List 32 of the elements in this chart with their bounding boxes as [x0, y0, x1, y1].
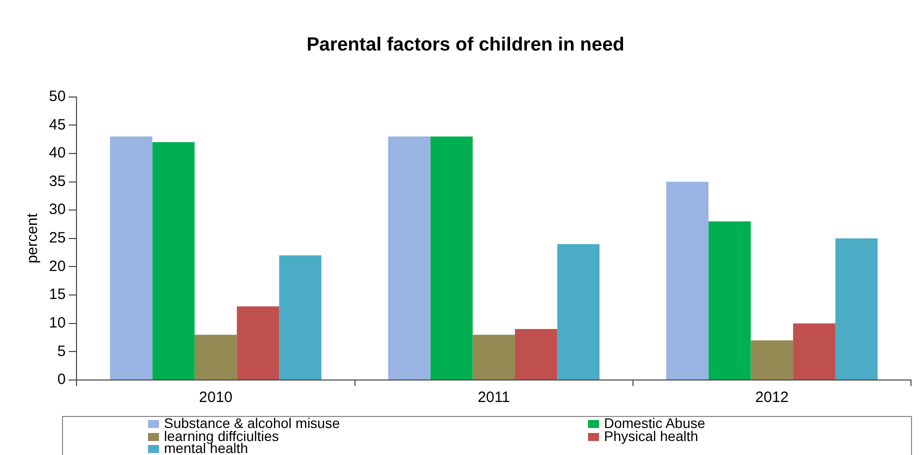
bar: [666, 182, 709, 380]
y-tick-label: 30: [48, 201, 66, 218]
y-tick-label: 0: [57, 371, 66, 388]
bar: [110, 136, 152, 380]
x-tick-label: 2011: [478, 389, 510, 406]
bar: [236, 306, 280, 380]
bar: [472, 334, 515, 380]
y-tick-label: 20: [48, 258, 66, 275]
bar: [793, 323, 836, 380]
legend-label: Substance & alcohol misuse: [163, 415, 341, 431]
bar: [194, 334, 237, 380]
bar: [514, 329, 558, 380]
bar: [152, 142, 195, 380]
bar: [279, 255, 322, 380]
bar: [388, 136, 430, 380]
bar: [708, 221, 751, 380]
y-tick-label: 50: [48, 88, 66, 105]
x-tick-label: 2012: [755, 389, 789, 406]
y-axis-title: percent: [24, 212, 42, 264]
bar: [557, 244, 600, 380]
y-tick-label: 15: [48, 286, 66, 304]
chart-title: Parental factors of children in need: [306, 34, 624, 56]
y-tick-label: 35: [48, 172, 66, 190]
y-tick-label: 5: [57, 342, 66, 360]
bar: [430, 136, 473, 380]
bar: [835, 238, 878, 380]
y-tick-label: 45: [48, 116, 66, 134]
y-tick-label: 40: [48, 144, 66, 162]
x-tick-label: 2010: [199, 389, 232, 406]
y-tick-label: 25: [48, 230, 66, 247]
bar: [750, 340, 794, 380]
y-tick-label: 10: [48, 314, 66, 332]
